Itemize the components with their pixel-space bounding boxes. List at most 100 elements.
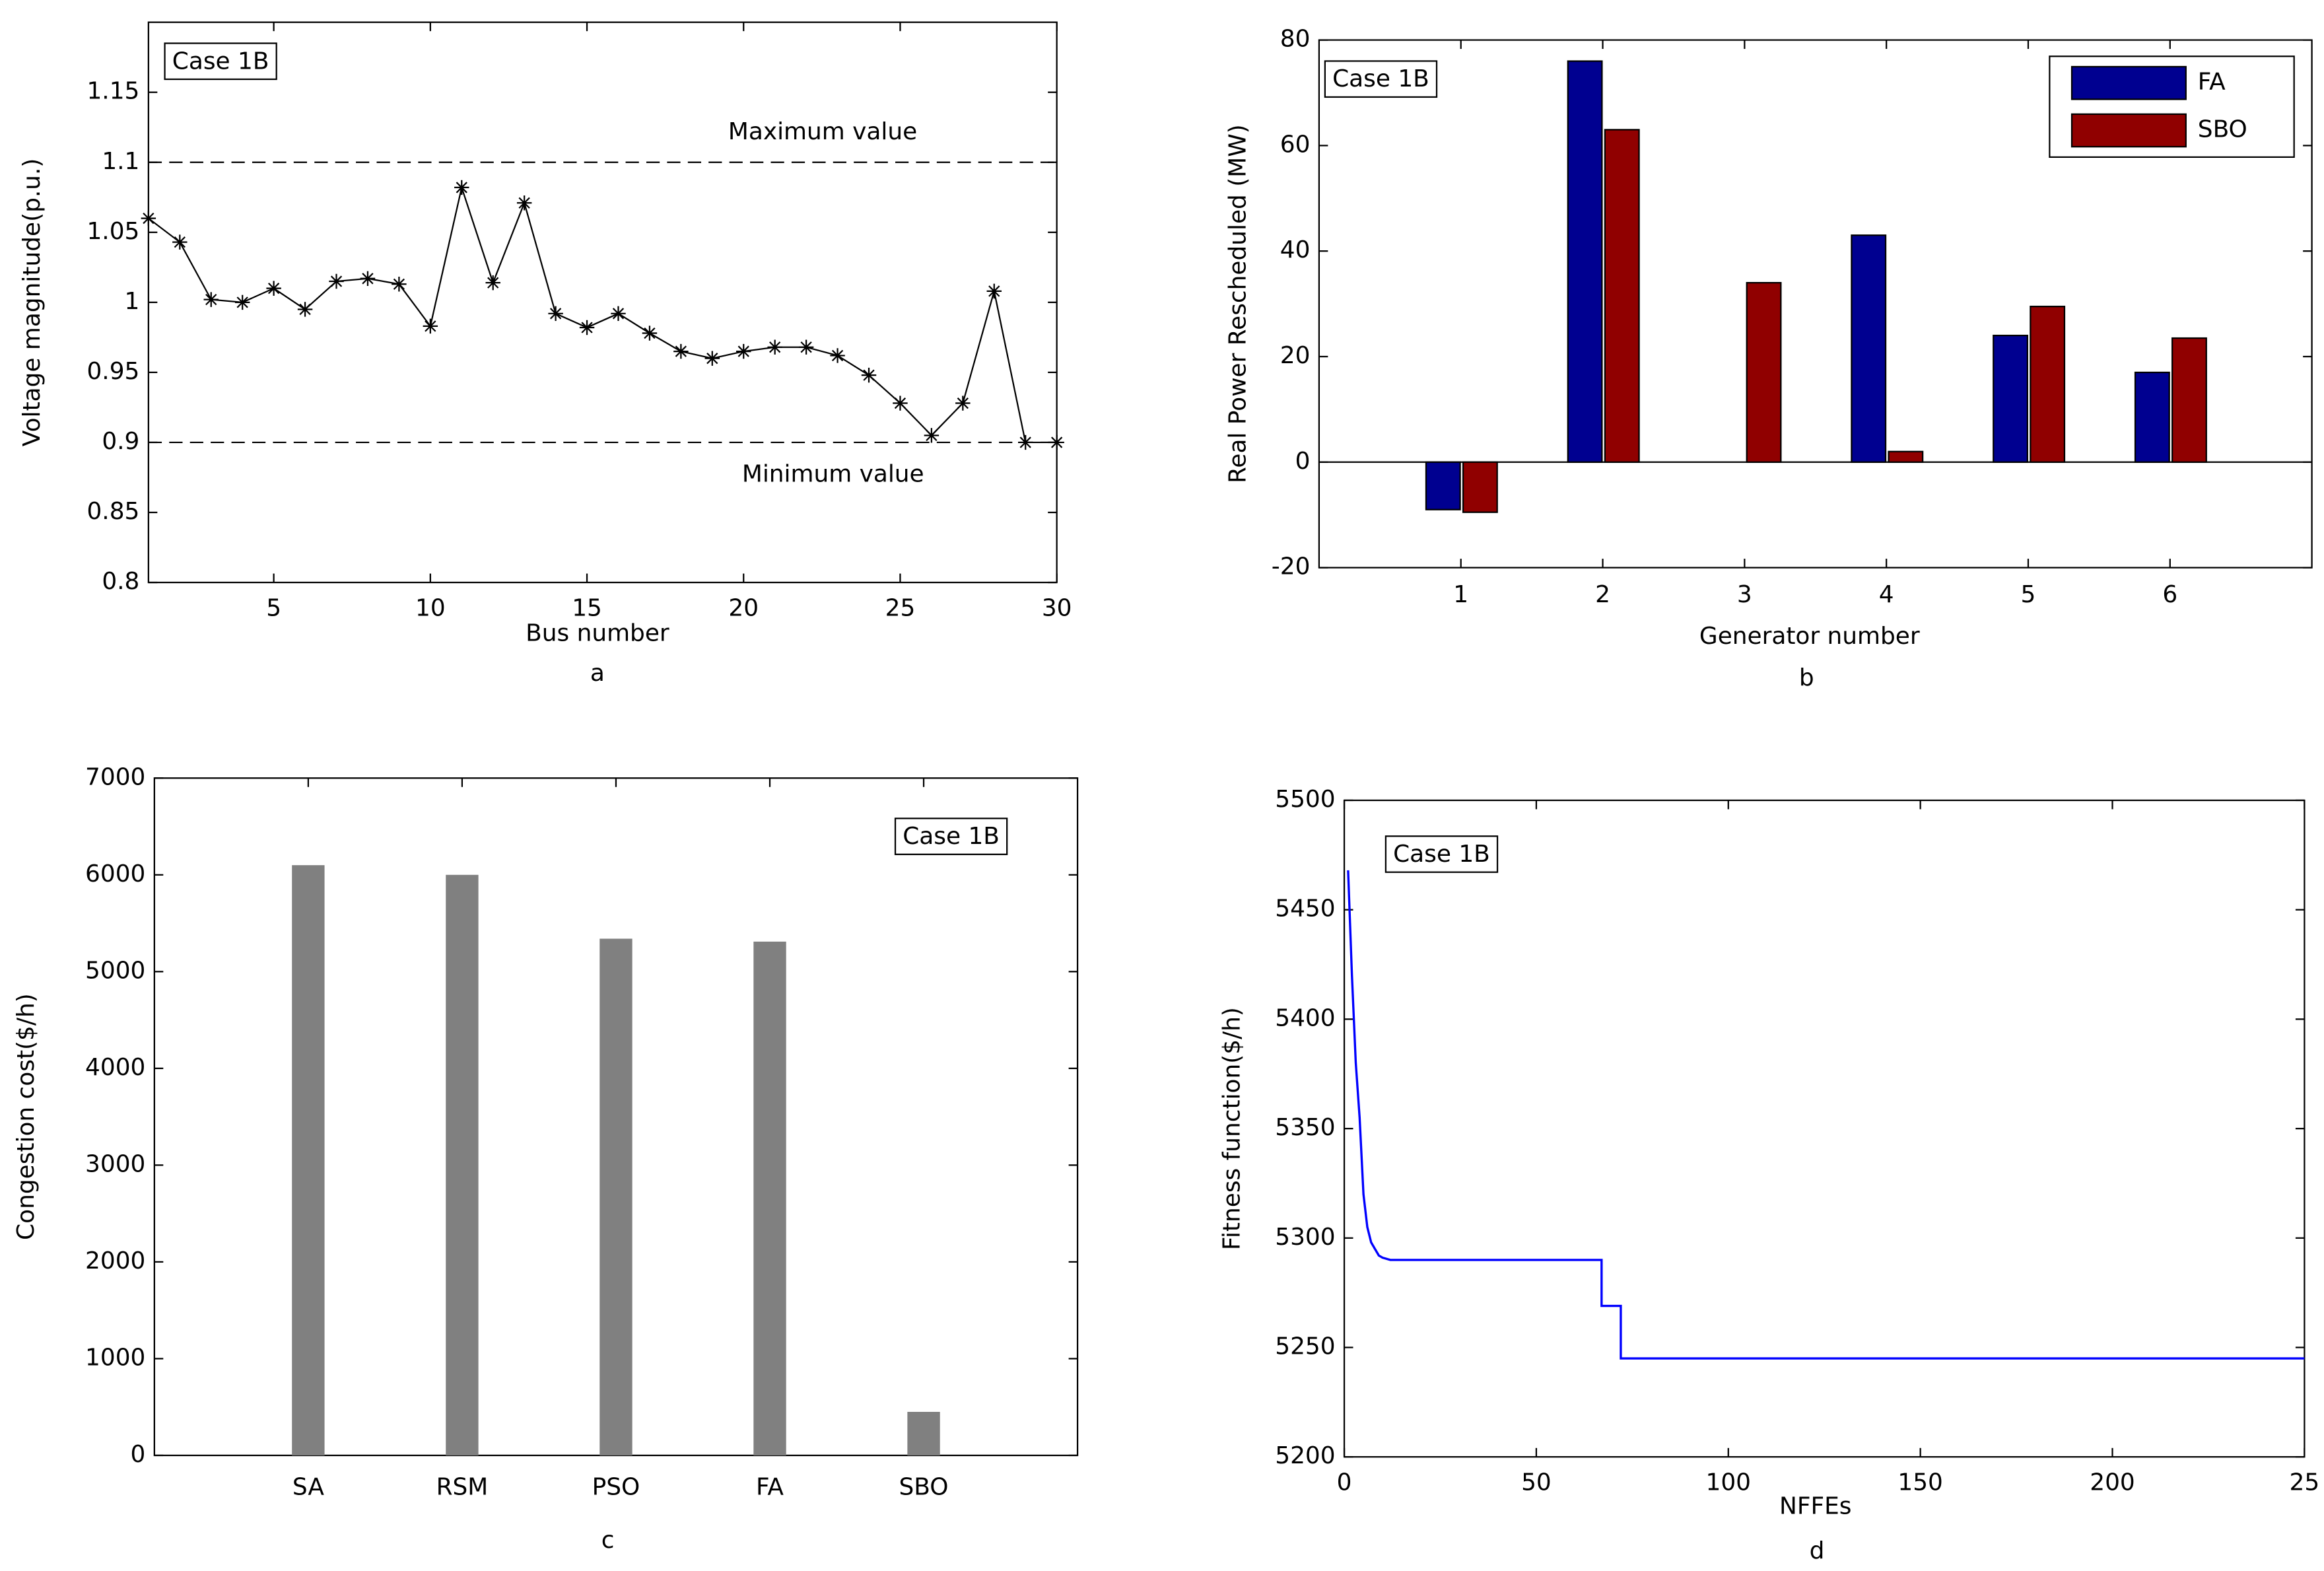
bar [1851,234,1887,463]
x-tick-label: 25 [885,594,916,621]
x-tick-label: 150 [1897,1469,1943,1496]
marker [203,292,219,307]
y-axis-label: Congestion cost($/h) [13,993,40,1240]
legend-swatch [2070,65,2187,100]
x-tick-label: 20 [728,594,759,621]
marker [955,396,971,411]
y-tick-label: 0.85 [86,498,139,525]
y-tick-label: 1.1 [102,148,139,175]
y-tick-label: 5200 [1275,1442,1335,1469]
x-tick-label: 2 [1595,581,1610,608]
y-tick-label: 2000 [85,1247,145,1274]
x-tick-label: PSO [592,1473,640,1500]
y-tick-label: 5500 [1275,786,1335,813]
y-tick-label: 0 [131,1441,146,1468]
marker [673,343,689,359]
bar [753,941,786,1455]
x-tick-label: 50 [1521,1469,1552,1496]
y-tick-label: 5250 [1275,1333,1335,1360]
y-axis-label: Real Power Rescheduled (MW) [1225,124,1252,483]
marker [454,180,469,195]
caption: d [1810,1537,1825,1564]
y-tick-label: 60 [1280,131,1311,158]
bar [1462,461,1498,513]
x-tick-label: 5 [266,594,281,621]
y-tick-label: 80 [1280,26,1311,53]
y-tick-label: 1.05 [86,218,139,245]
y-tick-label: 5350 [1275,1114,1335,1141]
x-axis-label: NFFEs [1779,1492,1852,1519]
bar [1888,450,1924,463]
marker [893,396,908,411]
x-tick-label: 100 [1706,1469,1752,1496]
marker [141,211,156,226]
y-axis-label: Voltage magnitude(p.u.) [18,158,46,447]
marker [642,326,658,341]
x-tick-label: SBO [899,1473,949,1500]
legend-swatch [2070,113,2187,148]
y-tick-label: 5300 [1275,1224,1335,1251]
marker [579,320,595,335]
y-tick-label: 20 [1280,342,1311,369]
marker [392,277,407,292]
marker [423,318,438,334]
y-tick-label: 5400 [1275,1004,1335,1031]
y-tick-label: 5450 [1275,895,1335,923]
marker [172,234,188,250]
y-tick-label: 1 [125,288,140,315]
bar [292,865,325,1455]
y-axis-label: Fitness function($/h) [1219,1007,1246,1250]
y-tick-label: 1000 [85,1344,145,1371]
annotation: Case 1B [903,823,1000,850]
x-tick-label: FA [756,1473,784,1500]
x-tick-label: 1 [1453,581,1468,608]
marker [234,295,250,310]
marker [516,195,532,211]
data-line [148,184,1057,444]
y-tick-label: 40 [1280,236,1311,263]
bar [907,1412,940,1455]
bar [446,874,479,1455]
marker [266,281,281,296]
x-axis-label: Generator number [1699,623,1920,650]
y-tick-label: 7000 [85,763,145,790]
y-tick-label: 1.15 [86,78,139,105]
bar [2134,371,2170,463]
y-tick-label: 3000 [85,1150,145,1177]
marker [329,273,344,289]
caption: b [1799,664,1814,691]
marker [360,271,376,287]
y-tick-label: 0.8 [102,568,139,595]
annotation-box [1324,60,1438,98]
x-tick-label: 6 [2162,581,2177,608]
x-tick-label: SA [292,1473,324,1500]
x-tick-label: 15 [572,594,602,621]
data-line [1347,870,2305,1360]
x-tick-label: 30 [1042,594,1072,621]
bar [1425,461,1461,510]
x-tick-label: 10 [415,594,446,621]
x-tick-label: 5 [2021,581,2036,608]
marker [736,343,751,359]
annotation-box [894,818,1008,855]
bar [2171,337,2207,463]
marker [704,351,720,366]
reference-label: Minimum value [742,460,924,487]
y-tick-label: 5000 [85,957,145,984]
y-tick-label: 0.9 [102,428,139,455]
y-tick-label: -20 [1272,553,1311,580]
bar [1993,334,2028,463]
marker [548,306,563,322]
annotation-box [1384,835,1499,873]
annotation: Case 1B [1393,841,1490,868]
legend-label: FA [2198,69,2226,96]
marker [297,302,313,317]
x-tick-label: 4 [1879,581,1894,608]
x-tick-label: 3 [1737,581,1752,608]
marker [861,367,877,383]
marker [611,306,626,322]
plot-area [1343,799,2306,1458]
marker [1017,435,1033,450]
annotation: Case 1B [1332,65,1429,92]
